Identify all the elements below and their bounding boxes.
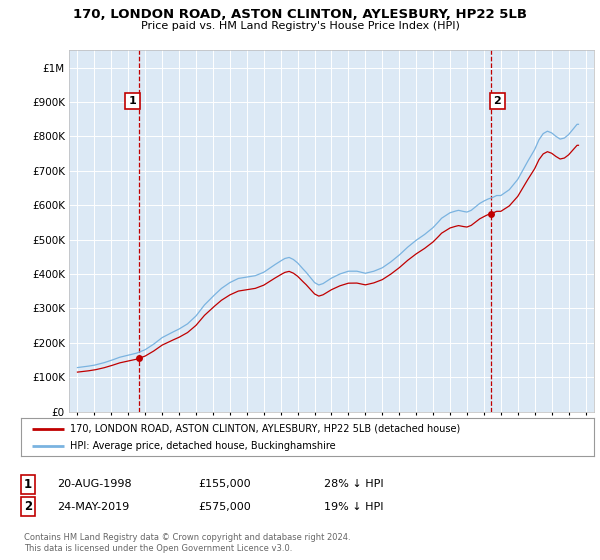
Text: 24-MAY-2019: 24-MAY-2019 [57, 502, 129, 512]
Text: 170, LONDON ROAD, ASTON CLINTON, AYLESBURY, HP22 5LB (detached house): 170, LONDON ROAD, ASTON CLINTON, AYLESBU… [70, 423, 460, 433]
Text: 1: 1 [128, 96, 136, 106]
Text: £155,000: £155,000 [198, 479, 251, 489]
Text: 28% ↓ HPI: 28% ↓ HPI [324, 479, 383, 489]
Text: 170, LONDON ROAD, ASTON CLINTON, AYLESBURY, HP22 5LB: 170, LONDON ROAD, ASTON CLINTON, AYLESBU… [73, 8, 527, 21]
Text: 19% ↓ HPI: 19% ↓ HPI [324, 502, 383, 512]
Text: 20-AUG-1998: 20-AUG-1998 [57, 479, 131, 489]
Text: HPI: Average price, detached house, Buckinghamshire: HPI: Average price, detached house, Buck… [70, 441, 335, 451]
Text: £575,000: £575,000 [198, 502, 251, 512]
Text: Contains HM Land Registry data © Crown copyright and database right 2024.
This d: Contains HM Land Registry data © Crown c… [24, 533, 350, 553]
Text: 2: 2 [24, 500, 32, 514]
Text: 2: 2 [493, 96, 501, 106]
Text: Price paid vs. HM Land Registry's House Price Index (HPI): Price paid vs. HM Land Registry's House … [140, 21, 460, 31]
Text: 1: 1 [24, 478, 32, 491]
